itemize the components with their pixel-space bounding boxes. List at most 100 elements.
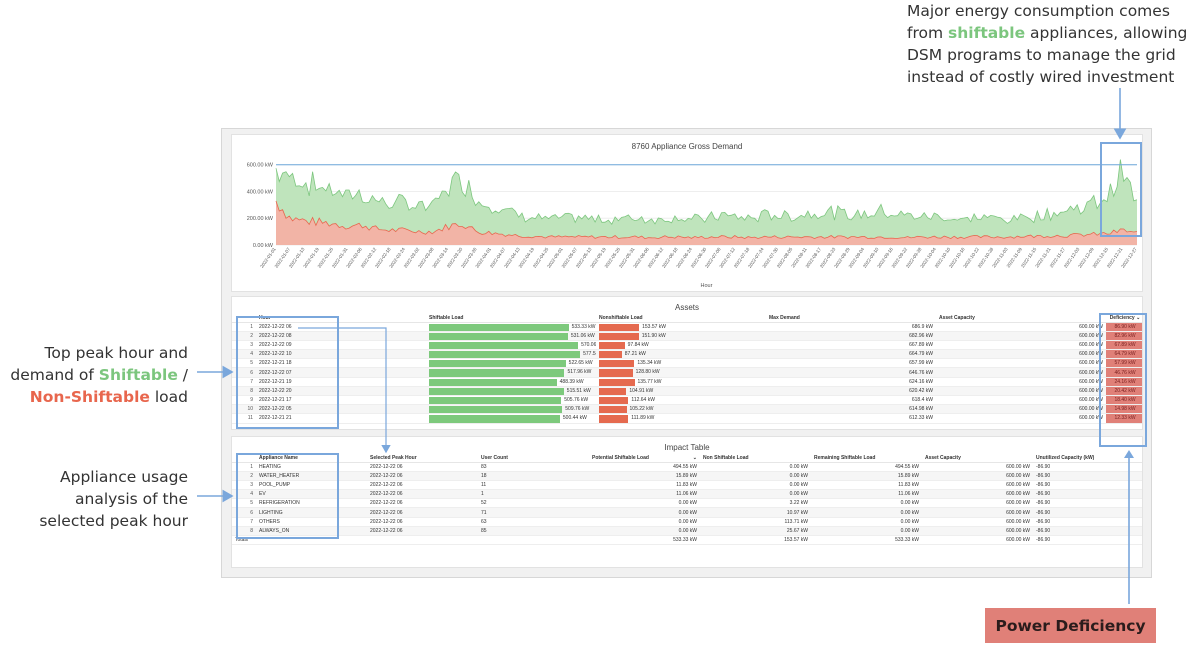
y-tick-label: 200.00 kW — [247, 216, 274, 222]
row-appliance-name: OTHERS — [256, 517, 367, 527]
assets-row[interactable]: 11 2022-12-21 21 500.44 kW 111.89 kW 612.33 … — [232, 413, 1142, 424]
row-shiftable-load: 522.65 kW — [426, 358, 596, 369]
row-max-demand: 686.9 kW — [766, 322, 936, 332]
assets-col-max-demand[interactable]: Max Demand — [766, 314, 936, 323]
callout-line: Top peak hour and — [44, 344, 188, 362]
totals-label: Totals — [232, 535, 589, 546]
assets-col-nonshiftable[interactable]: Nonshiftable Load — [596, 314, 766, 323]
row-deficiency: 46.76 kW — [1106, 367, 1142, 378]
nonshiftable-value: 104.91 kW — [629, 387, 654, 394]
impact-row[interactable]: 5 REFRIGERATION 2022-12-22 06 52 0.00 kW 3.22… — [232, 498, 1142, 509]
assets-col-capacity[interactable]: Asset Capacity — [936, 314, 1106, 323]
impact-col-appliance[interactable]: Appliance Name — [256, 454, 367, 463]
impact-col-non-shiftable[interactable]: Non Shiftable Load — [700, 454, 811, 463]
impact-header-row: Appliance Name Selected Peak Hour User C… — [232, 454, 1142, 463]
row-deficiency: 57.99 kW — [1106, 358, 1142, 369]
highlight-peak-region — [1100, 142, 1142, 237]
row-deficiency: 18.40 kW — [1106, 395, 1142, 406]
row-asset-capacity: 600.00 kW — [922, 498, 1033, 509]
assets-col-deficiency[interactable]: Deficiency ⌄ — [1106, 314, 1142, 323]
row-unutilized: -86.90 — [1033, 517, 1142, 527]
impact-col-user-count[interactable]: User Count — [478, 454, 589, 463]
row-peak-hour: 2022-12-22 06 — [367, 507, 478, 518]
row-non-shiftable: 10.97 kW — [700, 507, 811, 518]
nonshiftable-value: 87.21 kW — [624, 351, 646, 358]
callout-appliance-usage: Appliance usage analysis of the selected… — [5, 466, 188, 532]
y-tick-label: 0.00 kW — [253, 243, 274, 249]
row-asset-capacity: 600.00 kW — [936, 377, 1106, 387]
row-asset-capacity: 600.00 kW — [936, 413, 1106, 424]
impact-row[interactable]: 7 OTHERS 2022-12-22 06 63 0.00 kW 113.71 kW 0.… — [232, 517, 1142, 527]
assets-row[interactable]: 9 2022-12-21 17 505.76 kW 112.64 kW 618.4 kW… — [232, 395, 1142, 406]
row-asset-capacity: 600.00 kW — [936, 322, 1106, 332]
row-user-count: 85 — [478, 526, 589, 537]
row-remaining-shiftable: 0.00 kW — [811, 526, 922, 537]
assets-row[interactable]: 7 2022-12-21 19 488.39 kW 135.77 kW 624.16 k… — [232, 377, 1142, 387]
row-appliance-name: LIGHTING — [256, 507, 367, 518]
assets-row[interactable]: 6 2022-12-22 07 517.96 kW 128.80 kW 646.76 k… — [232, 367, 1142, 378]
impact-row[interactable]: 2 WATER_HEATER 2022-12-22 06 18 15.89 kW 0.00… — [232, 471, 1142, 481]
shiftable-value: 515.51 kW — [566, 387, 591, 394]
row-index: 2 — [232, 331, 256, 341]
row-remaining-shiftable: 11.83 kW — [811, 480, 922, 491]
row-max-demand: 620.42 kW — [766, 386, 936, 397]
row-unutilized: -86.90 — [1033, 489, 1142, 500]
impact-col-unutilized[interactable]: Unutilized Capacity (kW) — [1033, 454, 1142, 463]
row-peak-hour: 2022-12-22 06 — [367, 526, 478, 537]
row-asset-capacity: 600.00 kW — [936, 340, 1106, 351]
nonshiftable-bar — [599, 369, 633, 377]
series-shiftable-area — [276, 159, 1137, 245]
row-asset-capacity: 600.00 kW — [922, 471, 1033, 481]
callout-line: DSM programs to manage the grid — [907, 46, 1176, 64]
assets-row[interactable]: 10 2022-12-22 05 509.76 kW 105.22 kW 614.98 … — [232, 404, 1142, 415]
row-peak-hour: 2022-12-22 06 — [367, 489, 478, 500]
impact-col-capacity[interactable]: Asset Capacity — [922, 454, 1033, 463]
assets-col-shiftable[interactable]: Shiftable Load — [426, 314, 596, 323]
row-nonshiftable-load: 111.89 kW — [596, 413, 766, 424]
row-nonshiftable-load: 112.64 kW — [596, 395, 766, 406]
impact-row[interactable]: 8 ALWAYS_ON 2022-12-22 06 85 0.00 kW 25.67 kW… — [232, 526, 1142, 537]
impact-col-peak-hour[interactable]: Selected Peak Hour — [367, 454, 478, 463]
row-potential-shiftable: 494.55 kW — [589, 462, 700, 472]
y-tick-label: 400.00 kW — [247, 189, 274, 195]
row-potential-shiftable: 0.00 kW — [589, 526, 700, 537]
row-nonshiftable-load: 104.91 kW — [596, 386, 766, 397]
row-appliance-name: REFRIGERATION — [256, 498, 367, 509]
assets-row[interactable]: 5 2022-12-21 18 522.65 kW 135.34 kW 657.99 k… — [232, 358, 1142, 369]
row-non-shiftable: 0.00 kW — [700, 489, 811, 500]
impact-col-remaining[interactable]: Remaining Shiftable Load — [811, 454, 922, 463]
callout-line: Appliance usage — [60, 468, 188, 486]
shiftable-bar — [429, 351, 581, 358]
callout-line: from shiftable appliances, allowing — [907, 22, 1192, 44]
assets-row[interactable]: 8 2022-12-22 20 515.51 kW 104.91 kW 620.42 k… — [232, 386, 1142, 397]
impact-row[interactable]: 3 POOL_PUMP 2022-12-22 06 11 11.83 kW 0.00 kW… — [232, 480, 1142, 491]
impact-row[interactable]: 6 LIGHTING 2022-12-22 06 71 0.00 kW 10.97 kW 0… — [232, 507, 1142, 518]
row-asset-capacity: 600.00 kW — [936, 367, 1106, 378]
row-max-demand: 624.16 kW — [766, 377, 936, 387]
nonshiftable-value: 112.64 kW — [631, 397, 655, 403]
shiftable-bar — [429, 323, 569, 331]
nonshiftable-bar — [599, 360, 635, 367]
y-tick-label: 600.00 kW — [247, 163, 274, 169]
series-shiftable-line — [275, 159, 1138, 225]
row-potential-shiftable: 11.83 kW — [589, 480, 700, 491]
callout-highlight-shiftable: shiftable — [948, 24, 1026, 42]
assets-col-index — [232, 314, 256, 323]
impact-col-potential-shiftable[interactable]: Potential Shiftable Load ⌄ — [589, 454, 700, 463]
shiftable-value: 505.76 kW — [564, 397, 589, 403]
impact-row[interactable]: 4 EV 2022-12-22 06 1 11.06 kW 0.00 kW 11.06 kW… — [232, 489, 1142, 500]
assets-row[interactable]: 1 2022-12-22 06 533.33 kW 153.57 kW 686.9 kW… — [232, 322, 1142, 332]
row-peak-hour: 2022-12-22 06 — [367, 517, 478, 527]
dashboard: 0.00 kW 200.00 kW 400.00 kW 600.00 kW 2022-0… — [221, 128, 1152, 578]
shiftable-bar — [429, 406, 563, 413]
impact-row[interactable]: 1 HEATING 2022-12-22 06 83 494.55 kW 0.00 kW 4… — [232, 462, 1142, 472]
row-asset-capacity: 600.00 kW — [922, 462, 1033, 472]
assets-row[interactable]: 2 2022-12-22 08 531.06 kW 151.90 kW 682.96 k… — [232, 331, 1142, 341]
shiftable-value: 488.39 kW — [559, 378, 584, 385]
row-asset-capacity: 600.00 kW — [922, 526, 1033, 537]
assets-table: Hour Shiftable Load Nonshiftable Load Ma… — [232, 314, 1142, 424]
row-appliance-name: ALWAYS_ON — [256, 526, 367, 537]
